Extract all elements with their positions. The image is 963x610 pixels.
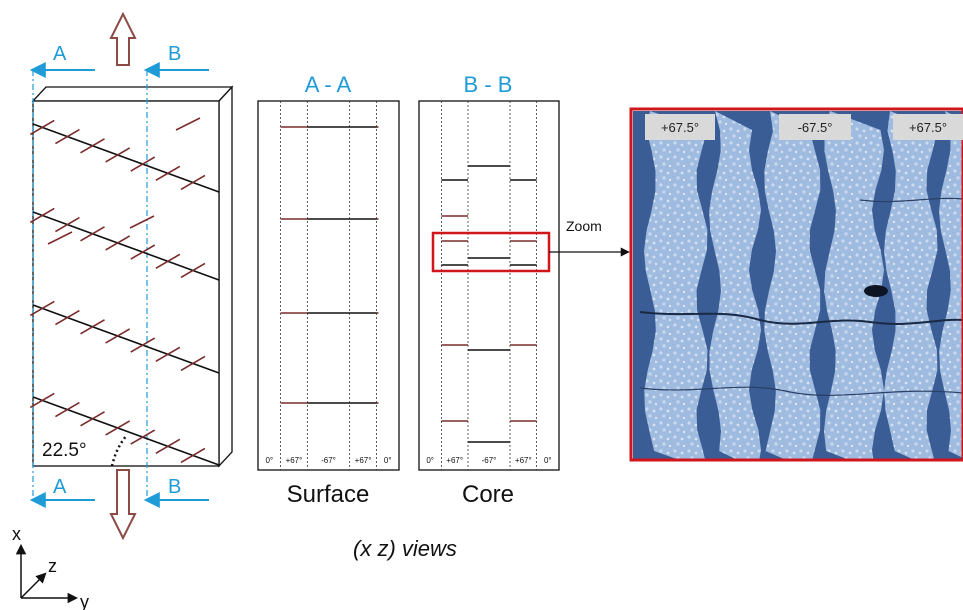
fiber-bundle: [824, 111, 884, 460]
crack-tick: [80, 319, 105, 335]
laminate-block: 22.5°: [29, 70, 234, 500]
zoom-label-1: +67.5°: [661, 120, 699, 135]
axis-x-label: x: [12, 524, 21, 544]
fiber-bundle: [644, 111, 708, 460]
crack-tick: [130, 156, 156, 172]
angle-label: 22.5°: [42, 440, 87, 461]
crack-tick: [47, 231, 73, 245]
section-a-bottom: A: [53, 476, 67, 498]
fiber-bundle: [709, 111, 761, 460]
surface-ply-label: +67°: [286, 456, 303, 465]
fiber-bundle: [884, 111, 938, 460]
surface-ply-label: -67°: [321, 456, 336, 465]
crack-tick: [29, 300, 55, 317]
core-caption: Core: [462, 481, 514, 508]
angle-arc: [110, 434, 128, 467]
crack-tick: [29, 119, 55, 136]
ply-line: [32, 396, 220, 466]
surface-ply-label: +67°: [355, 456, 372, 465]
ply-line: [32, 123, 220, 193]
fiber-bundle: [764, 111, 821, 460]
section-markers-top: A B: [29, 43, 209, 78]
crack-tick: [80, 411, 105, 427]
crack-tick: [29, 392, 55, 409]
crack-tick: [175, 117, 201, 131]
crack-tick: [80, 226, 105, 242]
section-b-bottom: B: [168, 476, 181, 498]
surface-view: A - A 0° +67° -67° +67° 0° Surface: [257, 72, 400, 508]
core-ply-label: -67°: [482, 456, 497, 465]
axis-z-label: z: [48, 556, 57, 576]
zoom-label: Zoom: [566, 218, 602, 234]
crack-tick: [155, 438, 181, 454]
crack-tick: [155, 346, 181, 362]
crack-tick: [105, 147, 131, 163]
core-view: B - B 0° +67° -67° +67° 0° Core: [418, 72, 560, 508]
surface-ply-label: 0°: [265, 456, 273, 465]
zoom-label-3: +67.5°: [909, 120, 947, 135]
zoom-label-2: -67.5°: [798, 120, 833, 135]
crack-tick: [180, 262, 206, 279]
crack-tick: [130, 429, 156, 445]
surface-view-title: A - A: [305, 72, 352, 97]
off-axis-ply-lines: [29, 117, 220, 466]
ply-line: [32, 304, 220, 374]
section-markers-bottom: A B: [29, 476, 209, 508]
zoom-micrograph: [633, 111, 963, 460]
crack-tick: [55, 309, 80, 326]
crack-tick: [55, 216, 80, 233]
section-b-top: B: [168, 43, 181, 65]
ply-line: [32, 211, 220, 281]
axes-triad: x z y: [12, 524, 89, 610]
crack-tick: [155, 253, 181, 269]
views-group-caption: (x z) views: [353, 536, 457, 561]
crack-tick: [130, 337, 156, 353]
crack-tick: [129, 215, 155, 229]
load-arrow-down-icon: [109, 469, 137, 541]
micrograph-border: [629, 107, 963, 462]
surface-ply-label: 0°: [384, 456, 392, 465]
core-ply-label: +67°: [446, 456, 463, 465]
crack-tick: [180, 174, 206, 191]
crack-tick: [105, 235, 131, 251]
section-a-top: A: [53, 43, 67, 65]
surface-caption: Surface: [287, 481, 370, 508]
crack-tick: [55, 128, 80, 145]
crack-tick: [29, 207, 55, 224]
axis-y-label: y: [80, 592, 89, 610]
crack-tick: [130, 244, 156, 260]
core-ply-label: +67°: [515, 456, 532, 465]
crack-tick: [180, 355, 206, 372]
crack-tick: [80, 138, 105, 154]
fiber-bundle: [939, 111, 963, 458]
core-view-title: B - B: [464, 72, 513, 97]
load-arrow-up-icon: [109, 11, 137, 66]
crack-tick: [55, 401, 80, 418]
micrograph-labels: +67.5° -67.5° +67.5°: [645, 114, 963, 140]
crack-tick: [155, 165, 181, 181]
crack-tick: [180, 447, 206, 464]
core-ply-label: 0°: [544, 456, 552, 465]
crack-tick: [105, 420, 131, 436]
crack-tick: [105, 328, 131, 344]
core-ply-label: 0°: [426, 456, 434, 465]
